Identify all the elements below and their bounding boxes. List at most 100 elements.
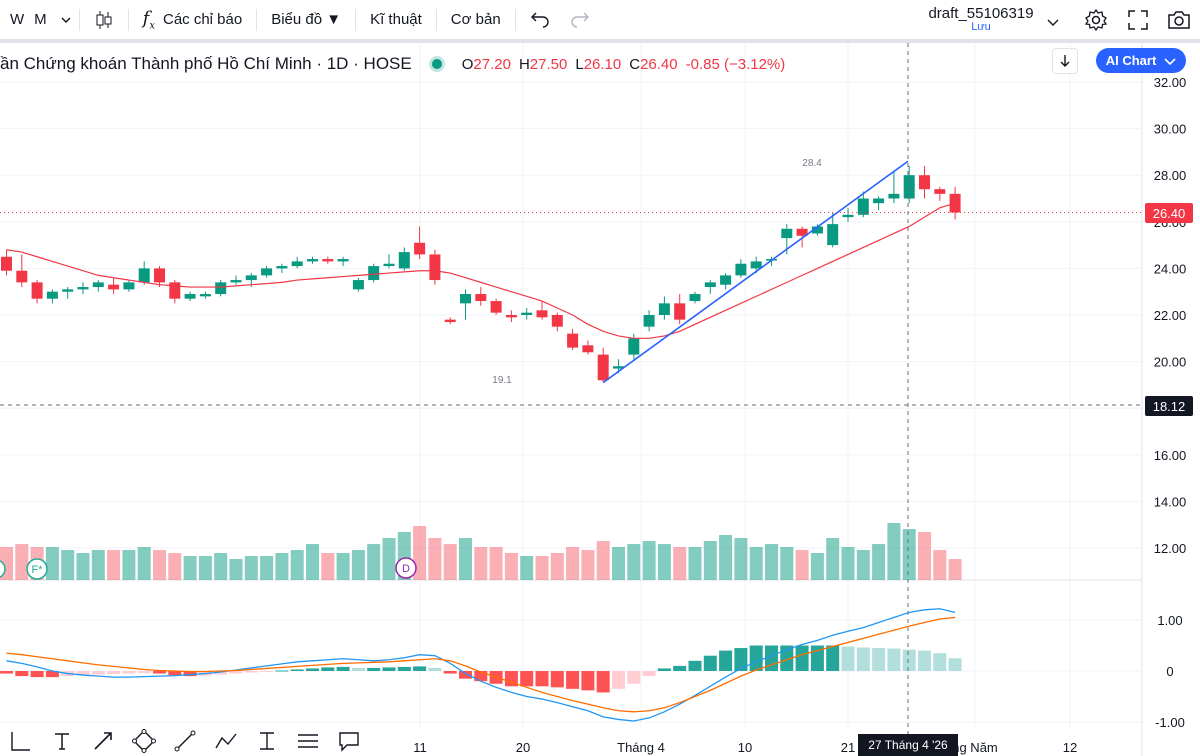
candle-body — [842, 214, 854, 218]
f-marker[interactable]: F* — [26, 558, 48, 580]
fundamental-button[interactable]: Cơ bản — [450, 11, 501, 28]
undo-icon[interactable] — [520, 0, 560, 40]
candle — [184, 291, 196, 302]
price-tick-label: 22.00 — [1154, 308, 1187, 323]
d-marker[interactable]: D — [395, 557, 417, 579]
shape-tool-icon[interactable] — [123, 726, 164, 756]
redo-icon[interactable] — [560, 0, 600, 40]
candle — [444, 317, 456, 325]
candle-body — [505, 315, 517, 318]
candle-body — [796, 228, 808, 236]
ai-chart-label: AI Chart — [1105, 53, 1157, 68]
macd-histogram-bar — [137, 671, 151, 674]
candle-body — [521, 312, 533, 315]
candle — [414, 226, 426, 260]
price-axis: 32.0030.0028.0026.0024.0022.0020.0018.00… — [1154, 75, 1187, 556]
candle-body — [704, 282, 716, 288]
arrow-tool-icon[interactable] — [82, 726, 123, 756]
candle-body — [276, 266, 288, 269]
candlesticks — [1, 165, 961, 383]
scroll-down-button[interactable] — [1052, 48, 1078, 74]
macd-histogram-bar — [872, 648, 886, 671]
candle-body — [184, 294, 196, 299]
partial-marker[interactable] — [0, 560, 6, 578]
volume-bar — [91, 550, 105, 580]
technical-button[interactable]: Kĩ thuật — [370, 11, 422, 28]
symbol-description[interactable]: ần Chứng khoán Thành phố Hồ Chí Minh · 1… — [0, 54, 412, 73]
price-range-tool-icon[interactable] — [247, 726, 288, 756]
line-tool-icon[interactable] — [164, 726, 205, 756]
volume-bar — [841, 547, 855, 580]
macd-histogram-bar — [397, 666, 411, 671]
layout-name[interactable]: draft_55106319 Lưu — [925, 5, 1037, 33]
layout-title: draft_55106319 — [928, 5, 1034, 22]
trendline — [602, 160, 909, 384]
interval-m[interactable]: M — [34, 11, 47, 28]
candle — [138, 261, 150, 285]
candle — [16, 254, 28, 288]
volume-bar — [795, 550, 809, 580]
macd-histogram-bar — [581, 671, 595, 691]
market-status-dot[interactable] — [431, 59, 442, 69]
volume-bar — [260, 556, 274, 580]
candle — [291, 256, 303, 269]
candle — [689, 291, 701, 304]
candle — [123, 280, 135, 292]
camera-icon[interactable] — [1166, 8, 1192, 37]
candle — [398, 247, 410, 271]
candle — [720, 273, 732, 290]
candle-body — [873, 198, 885, 204]
chart-area[interactable]: 32.0030.0028.0026.0024.0022.0020.0018.00… — [0, 43, 1200, 756]
volume-bar — [810, 553, 824, 580]
chart-type-button[interactable]: Biểu đồ ▼ — [271, 11, 342, 28]
crosshair-tool-icon[interactable] — [0, 726, 41, 756]
candle — [230, 275, 242, 285]
time-tick-label: 11 — [413, 740, 427, 755]
fullscreen-icon[interactable] — [1127, 9, 1149, 36]
volume-bar — [520, 556, 534, 580]
candle — [307, 256, 318, 264]
d-marker-label: D — [402, 563, 410, 575]
drawing-toolbar — [0, 726, 370, 756]
layout-save-status: Lưu — [971, 21, 991, 33]
volume-bar — [612, 547, 625, 580]
ai-chart-button[interactable]: AI Chart — [1096, 48, 1186, 73]
path-tool-icon[interactable] — [206, 726, 247, 756]
volume-bar — [780, 547, 794, 580]
settings-gear-icon[interactable] — [1084, 8, 1108, 37]
macd-histogram-bar — [229, 671, 243, 674]
toolbar-divider — [0, 40, 1200, 43]
candle-type-icon[interactable] — [84, 0, 124, 40]
macd-histogram-bar — [550, 671, 564, 688]
candle-body — [628, 338, 640, 355]
text-tool-icon[interactable] — [41, 726, 82, 756]
macd-histogram-bar — [413, 666, 427, 671]
indicators-button[interactable]: fx Các chỉ báo — [133, 0, 253, 40]
macd-axis: 1.00 0 -1.00 — [1155, 613, 1185, 730]
macd-tick-label: 0 — [1166, 664, 1173, 679]
candle-body — [62, 289, 74, 292]
candle — [261, 266, 273, 278]
candle-body — [643, 315, 655, 327]
macd-histogram-bar — [596, 671, 610, 693]
time-tick-label: 21 — [841, 740, 855, 755]
candle — [704, 280, 716, 295]
comment-tool-icon[interactable] — [329, 726, 370, 756]
volume-bar — [872, 544, 886, 580]
price-tick-label: 28.00 — [1154, 168, 1187, 183]
candle-body — [827, 224, 839, 246]
candle — [857, 191, 869, 218]
time-tick-label: 10 — [738, 740, 752, 755]
price-tick-label: 16.00 — [1154, 448, 1187, 463]
arrow-down-icon — [1060, 55, 1070, 67]
candle-body — [567, 333, 579, 348]
candle-body — [919, 175, 930, 190]
macd-histogram-bar — [612, 671, 625, 689]
layout-dropdown-icon[interactable] — [1047, 14, 1059, 32]
interval-w[interactable]: W — [10, 11, 25, 28]
price-grid — [0, 43, 1142, 728]
interval-dropdown-icon[interactable] — [57, 0, 75, 40]
macd-histogram-bar — [428, 667, 442, 671]
macd-histogram-bar — [168, 671, 182, 676]
fib-tool-icon[interactable] — [288, 726, 329, 756]
